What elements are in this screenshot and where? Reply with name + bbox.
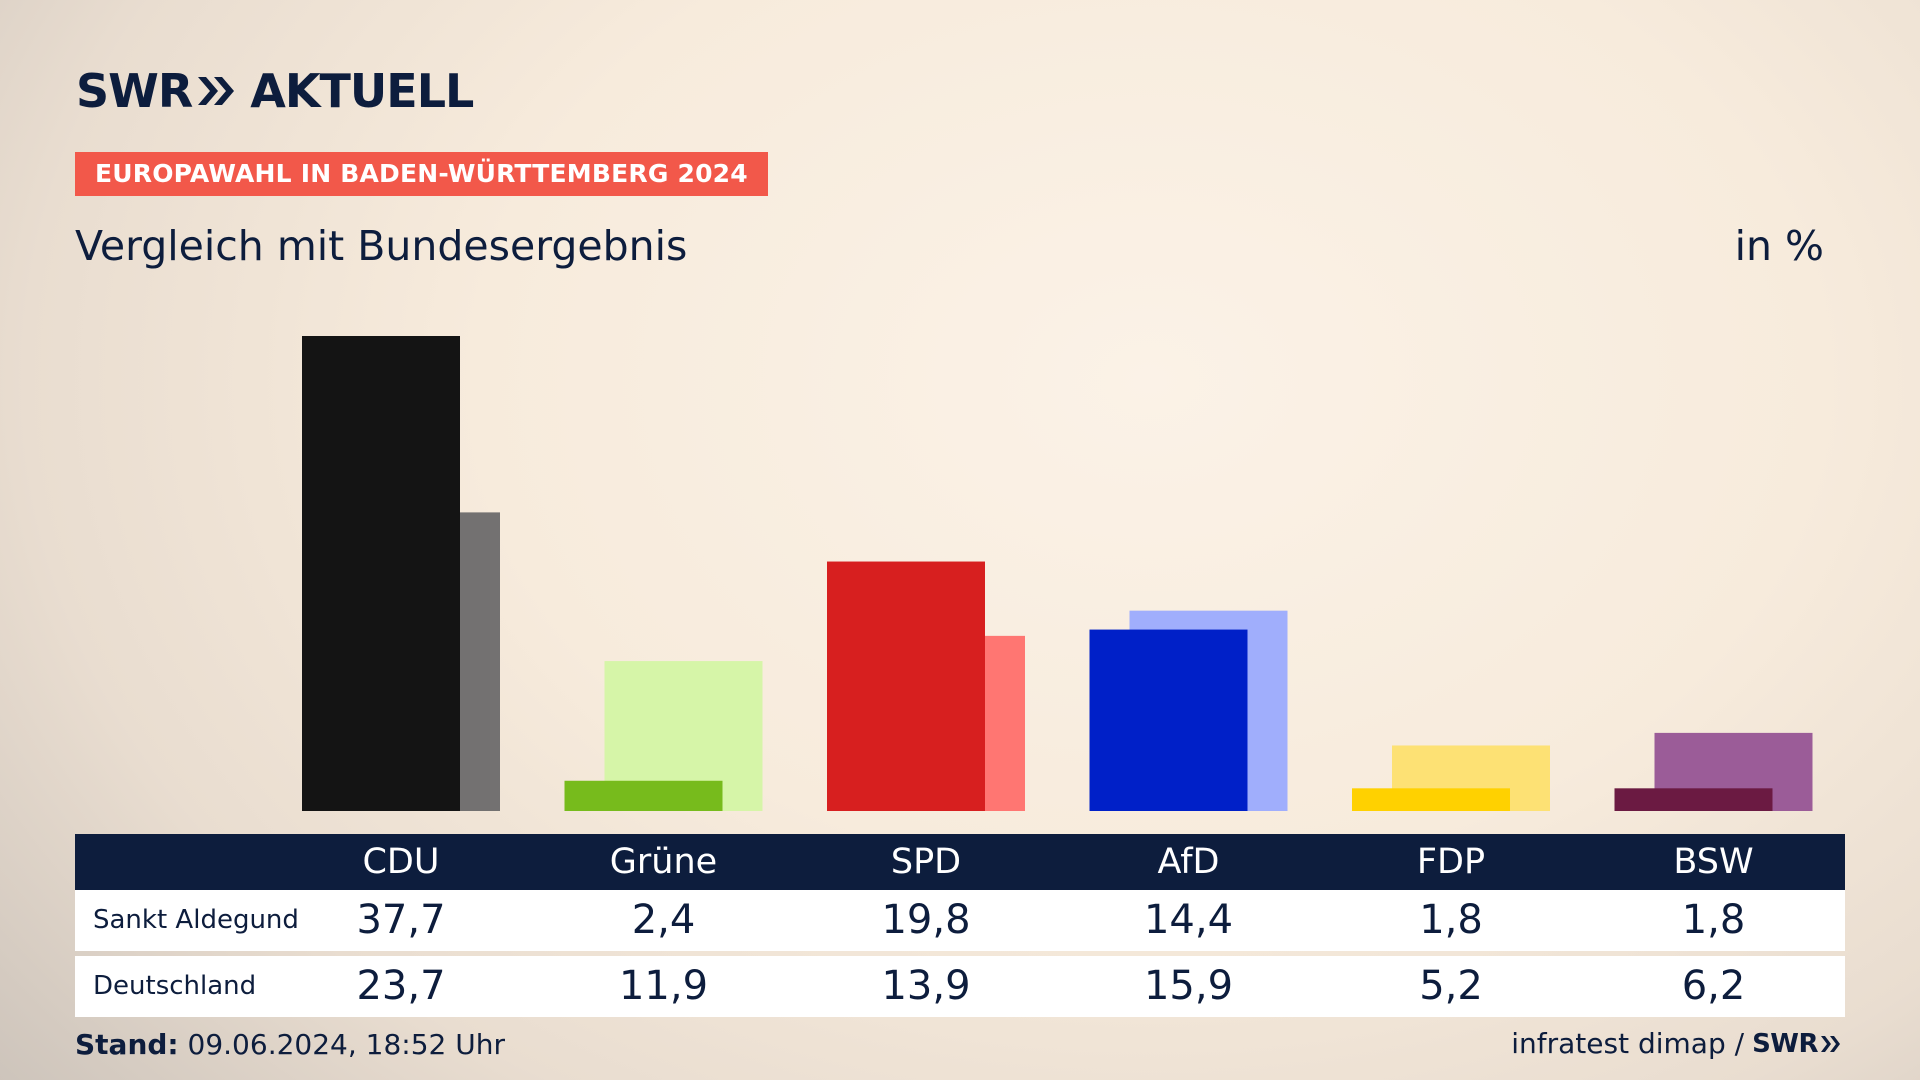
column-header: CDU [362, 842, 440, 882]
election-tag: EUROPAWAHL IN BADEN-WÜRTTEMBERG 2024 [75, 152, 768, 196]
source-credit: infratest dimap / SWR [1511, 1027, 1844, 1060]
column-header: AfD [1157, 842, 1220, 882]
timestamp: Stand: 09.06.2024, 18:52 Uhr [75, 1028, 505, 1061]
table-cell: 15,9 [1143, 963, 1234, 1009]
double-chevron-icon [198, 77, 235, 105]
source-text: infratest dimap / [1511, 1027, 1745, 1060]
chart-subtitle: Vergleich mit Bundesergebnis [75, 222, 688, 270]
swr-aktuell-logo: SWR AKTUELL [76, 64, 474, 118]
table-cell: 37,7 [356, 897, 446, 943]
table-row: Deutschland 23,7 11,9 13,9 15,9 5,2 6,2 [75, 956, 1845, 1017]
table-cell: 2,4 [631, 897, 696, 943]
column-header: Grüne [609, 842, 718, 882]
bar-local-cdu [302, 336, 460, 811]
table-cell: 19,8 [881, 897, 971, 943]
table-cell: 6,2 [1681, 963, 1746, 1009]
table-cell: 1,8 [1681, 897, 1746, 943]
table-cell: 11,9 [618, 963, 709, 1009]
row-label: Deutschland [93, 971, 257, 1001]
logo-swr-text: SWR [76, 64, 193, 118]
bar-local-grüne [564, 780, 723, 811]
table-cell: 14,4 [1143, 897, 1234, 943]
results-table: CDU Grüne SPD AfD FDP BSW Sankt Aldegund 37,7… [75, 834, 1845, 1017]
source-logo-text: SWR [1752, 1028, 1818, 1059]
table-cell: 23,7 [356, 963, 446, 1009]
table-cell: 13,9 [881, 963, 971, 1009]
table-row: Sankt Aldegund 37,7 2,4 19,8 14,4 1,8 1,8 [75, 890, 1845, 951]
table-header: CDU Grüne SPD AfD FDP BSW [75, 834, 1845, 890]
bar-chart [302, 336, 1813, 811]
table-cell: 1,8 [1419, 897, 1483, 943]
column-header: FDP [1416, 842, 1486, 882]
stand-label: Stand: [75, 1028, 179, 1061]
double-chevron-icon [1821, 1035, 1840, 1052]
unit-label: in % [1734, 222, 1824, 270]
bar-local-bsw [1614, 788, 1773, 811]
logo-aktuell-text: AKTUELL [250, 64, 474, 118]
bar-local-afd [1089, 629, 1248, 811]
table-cell: 5,2 [1419, 963, 1483, 1009]
stand-value: 09.06.2024, 18:52 Uhr [187, 1028, 505, 1061]
column-header: BSW [1673, 842, 1754, 882]
row-label: Sankt Aldegund [93, 905, 299, 935]
column-header: SPD [890, 842, 962, 882]
bar-local-fdp [1352, 788, 1510, 811]
bar-local-spd [827, 561, 985, 811]
